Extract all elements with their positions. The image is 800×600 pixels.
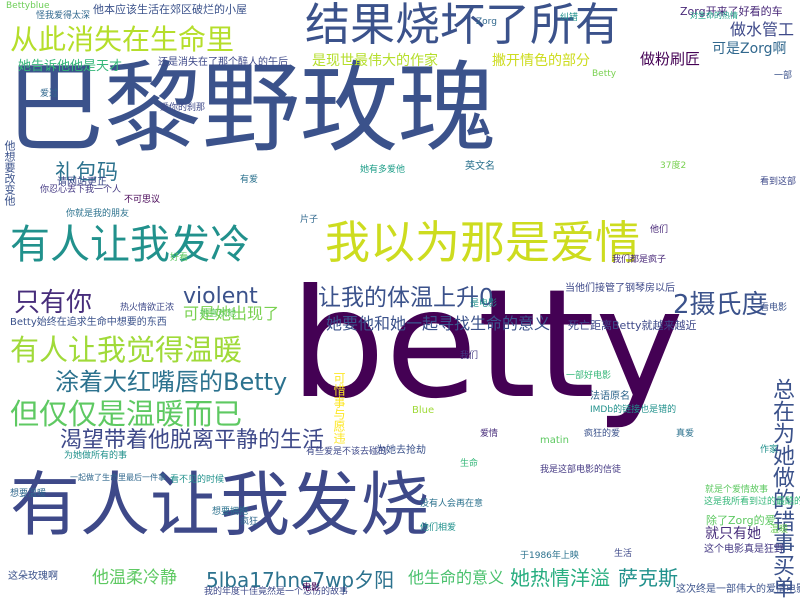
cloud-word: 结果烧坏了所有 <box>305 0 621 51</box>
cloud-word: 这是我所看到过的最酷的爱情片 <box>704 497 800 507</box>
cloud-word: Zorg开来了好看的车 <box>680 5 783 18</box>
cloud-word: 好看 <box>170 253 189 263</box>
cloud-word: 有人让我发烧 <box>10 464 430 546</box>
cloud-word: 你就是我的朋友 <box>66 209 130 219</box>
cloud-word: 我们都是疯子 <box>612 255 667 265</box>
cloud-word: 一起做了生命里最后一件事 <box>70 473 166 482</box>
cloud-word: 温暖 <box>770 525 789 535</box>
cloud-word: 有爱 <box>240 175 259 185</box>
cloud-word: 我是这部电影的信徒 <box>540 465 622 475</box>
cloud-word: 纠错 <box>560 13 579 23</box>
cloud-word: 礼包码 <box>55 160 118 184</box>
cloud-word: 让我的体温上升0 <box>318 285 494 311</box>
cloud-word: 涂着大红嘴唇的Betty <box>55 368 288 396</box>
cloud-word: 这朵玫瑰啊 <box>8 571 58 582</box>
cloud-word: Zorg <box>476 17 497 27</box>
cloud-word: 疯狂的爱 <box>584 429 621 439</box>
cloud-word: 我的年度十佳竟然是一个恋伤的故事 <box>204 587 349 597</box>
cloud-word: 这个电影真是狂野 <box>704 544 784 555</box>
cloud-word: 总在为她做的错事买单 <box>769 378 794 598</box>
cloud-word: 是电影 <box>470 299 498 309</box>
cloud-word: 她热情洋溢 <box>510 566 610 590</box>
cloud-word: betty <box>290 258 684 432</box>
cloud-word: 你忍心丢下我一个人 <box>40 185 122 195</box>
cloud-word: 不可思议 <box>124 195 161 205</box>
cloud-word: 她告诉他他是天才 <box>18 59 123 74</box>
cloud-word: 萨克斯 <box>618 566 678 590</box>
cloud-word: 对生命的热情 <box>690 11 738 20</box>
cloud-word: violent <box>183 284 258 309</box>
cloud-word: 看电影 <box>760 303 788 313</box>
cloud-word: 爱情 <box>480 429 499 439</box>
cloud-word: 可是Zorg啊 <box>712 41 787 57</box>
cloud-word: 生活 <box>614 549 633 559</box>
cloud-word: Blue <box>412 405 435 416</box>
cloud-word: 有人让我觉得温暖 <box>10 333 243 367</box>
cloud-word: 法语原名 <box>590 391 630 402</box>
cloud-word: 英文名 <box>465 161 495 172</box>
cloud-word: 看不见的时候 <box>170 475 225 485</box>
cloud-word: 他想要改变他 <box>3 140 16 206</box>
cloud-word: 看到这部 <box>760 177 797 187</box>
cloud-word: 爱你的刹那 <box>160 103 206 113</box>
cloud-word: 还是消失在了那个醉人的午后 <box>158 57 288 68</box>
cloud-word: 想要拥抱 <box>212 507 249 517</box>
cloud-word: 真爱 <box>676 429 695 439</box>
cloud-word: 他本应该生活在郊区破烂的小屋 <box>93 3 247 16</box>
cloud-word: 爱过 <box>40 89 59 99</box>
cloud-word: 于1986年上映 <box>520 551 579 561</box>
cloud-word: 他们相爱 <box>420 523 457 533</box>
cloud-word: 作家 <box>760 445 779 455</box>
cloud-word: Betty <box>592 69 617 79</box>
cloud-word: 电影 <box>302 583 321 593</box>
cloud-word: 从此消失在生命里 <box>10 23 235 56</box>
cloud-word: 2摄氏度 <box>673 290 768 320</box>
cloud-word: 热火情欲正浓 <box>120 303 175 313</box>
cloud-word: 疯狂 <box>240 517 259 527</box>
cloud-word: 我们 <box>460 351 479 361</box>
cloud-word: 这次终是一部伟大的爱情电影 <box>676 584 800 595</box>
cloud-word: 37度2 <box>660 161 687 171</box>
cloud-word: 为她做所有的事 <box>64 451 128 461</box>
cloud-word: 有些爱是不该去碰的 <box>306 447 388 457</box>
cloud-word: 做水管工 <box>730 20 795 39</box>
cloud-word: 他生命的意义 <box>408 568 505 587</box>
cloud-word: Betty始终在追求生命中想要的东西 <box>10 317 167 328</box>
cloud-word: 怪我爱得太深 <box>36 11 91 21</box>
cloud-word: 5lba17hne7wp夕阳 <box>206 568 395 592</box>
cloud-word: 可惜事与愿违 <box>332 372 346 444</box>
cloud-word: 是现世最伟大的作家 <box>312 53 438 69</box>
cloud-word: 有人让我发冷 <box>10 222 250 268</box>
cloud-word: 可是她出现了 <box>183 304 280 323</box>
cloud-word: 死亡距离Betty就越来越近 <box>568 319 697 332</box>
cloud-word: 她喜欢他 <box>200 309 237 319</box>
cloud-word: Bettyblue <box>6 1 50 11</box>
cloud-word: 生命 <box>460 459 479 469</box>
cloud-word: 想要温暖 <box>10 489 47 499</box>
cloud-word: 只有你 <box>14 288 93 318</box>
cloud-word: 为她去抢劫 <box>376 445 426 456</box>
cloud-word: 除了Zorg的爱 <box>706 514 776 527</box>
cloud-word: 一部 <box>774 71 793 81</box>
cloud-word: 做粉刷匠 <box>640 50 701 68</box>
cloud-word: 渴望带着他脱离平静的生活 <box>60 428 325 453</box>
cloud-word: 他温柔冷静 <box>92 568 177 588</box>
cloud-word: 请网站更正 <box>57 177 107 188</box>
cloud-word: IMDb的链接也是错的 <box>590 405 677 415</box>
cloud-word: 就只有她 <box>705 526 761 542</box>
cloud-word: 但仅仅是温暖而已 <box>10 397 243 431</box>
cloud-word: 他们 <box>650 225 669 235</box>
cloud-word: 撇开情色的部分 <box>492 53 590 69</box>
cloud-word: matin <box>540 435 569 446</box>
cloud-word: 片子 <box>300 215 319 225</box>
cloud-word: 没有人会再在意 <box>420 499 484 509</box>
cloud-word: 当他们接管了钢琴房以后 <box>565 283 675 294</box>
cloud-word: 她有多爱他 <box>360 165 406 175</box>
cloud-word: 她要他和她一起寻找生命的意义 <box>326 314 551 333</box>
cloud-word: 巴黎野玫瑰 <box>6 52 497 166</box>
cloud-word: 就是个爱情故事 <box>705 485 769 495</box>
cloud-word: 一部好电影 <box>566 371 612 381</box>
cloud-word: 我以为那是爱情 <box>325 216 641 269</box>
